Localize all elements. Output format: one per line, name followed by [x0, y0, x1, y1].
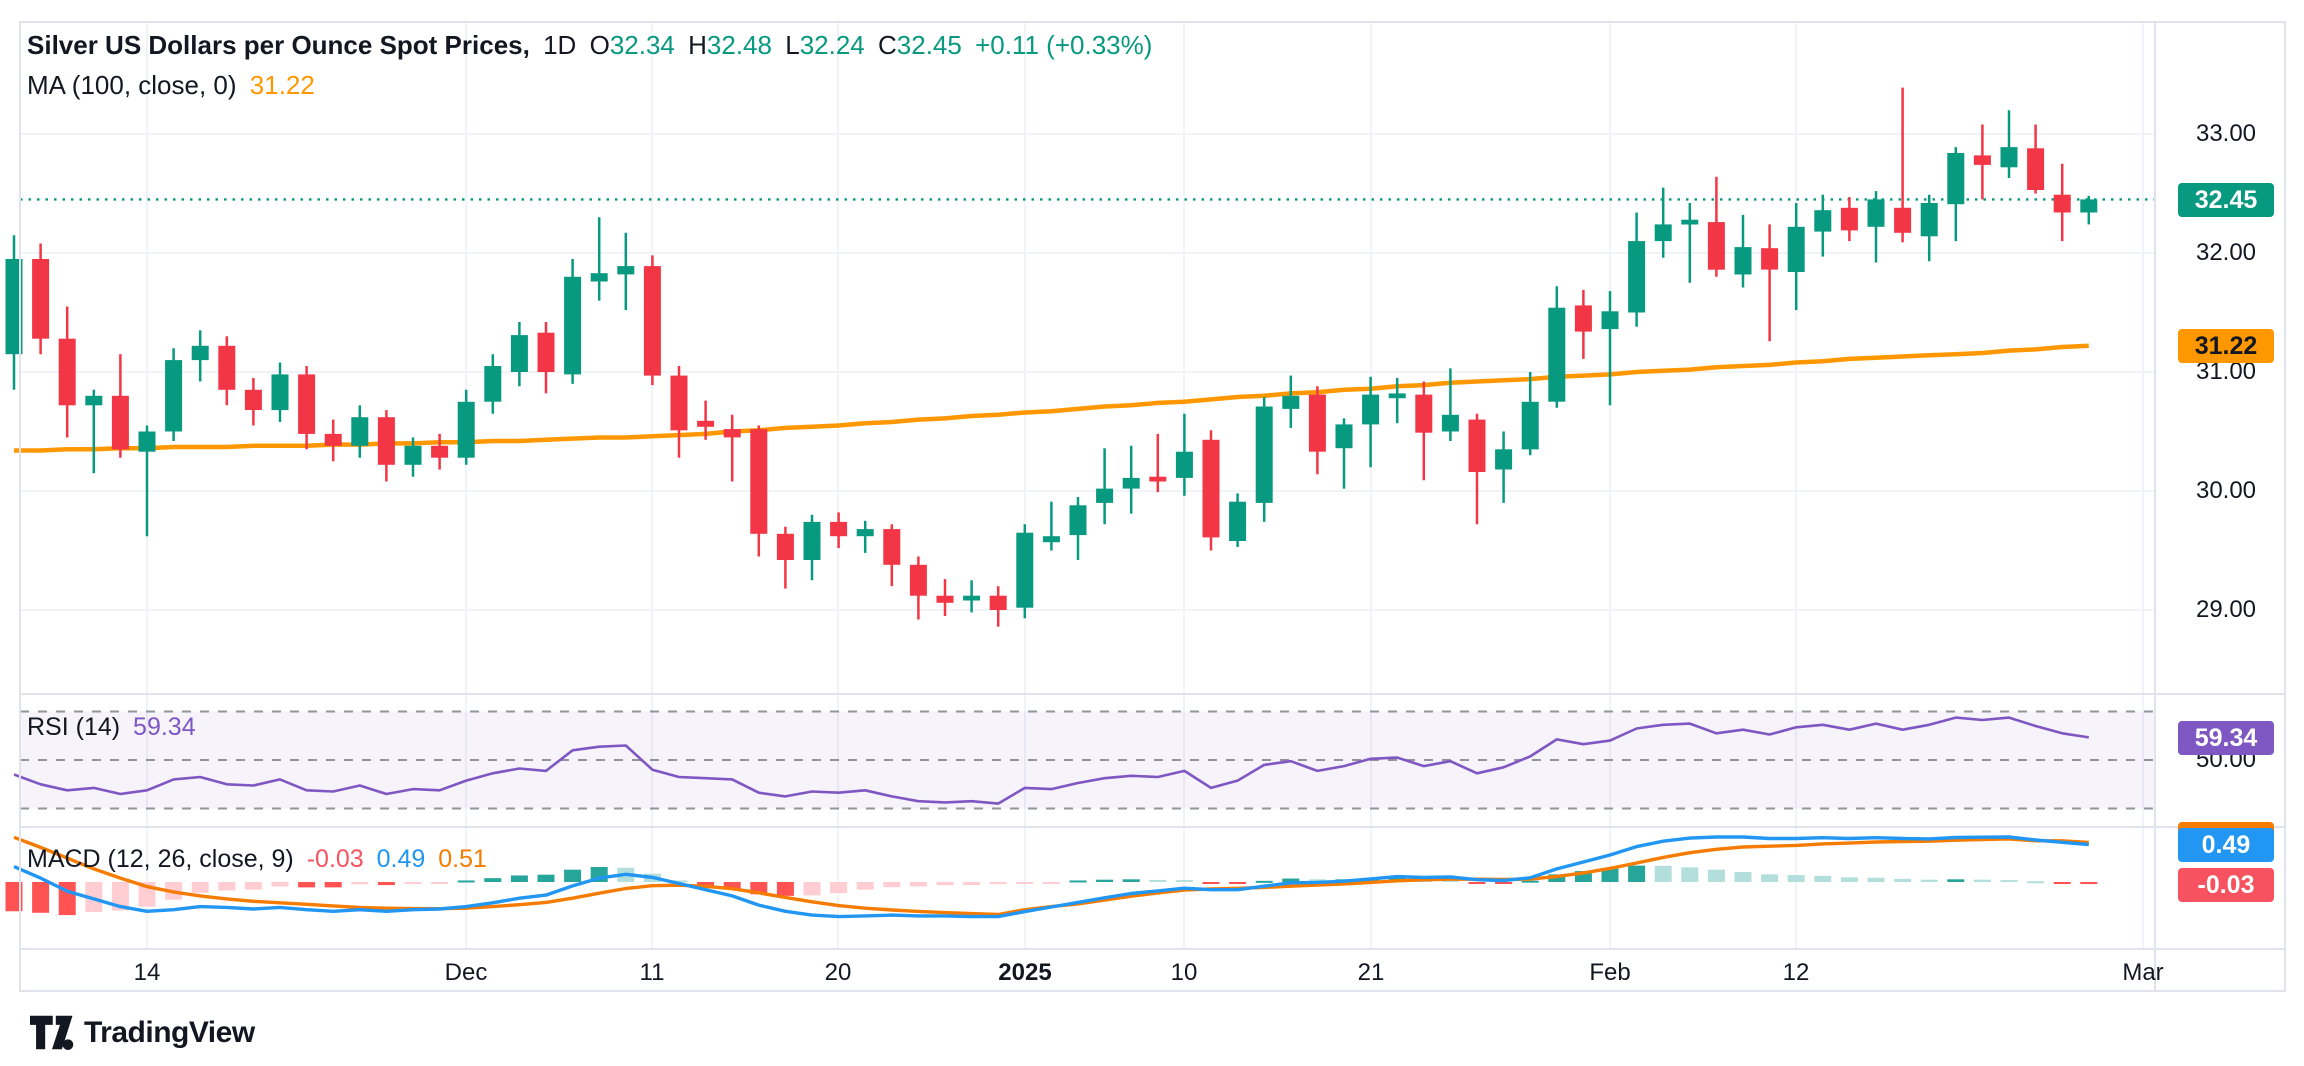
tradingview-logo[interactable]: TradingView	[30, 1014, 255, 1051]
tradingview-logo-icon	[30, 1015, 74, 1050]
low-label: L	[785, 30, 800, 60]
time-axis-label: Mar	[2122, 959, 2164, 986]
open-value: 32.34	[609, 30, 675, 60]
price-axis-label: 29.00	[2195, 596, 2257, 623]
high-label: H	[688, 30, 707, 60]
last-price-badge: 32.45	[2178, 183, 2274, 217]
tradingview-logo-text: TradingView	[84, 1015, 255, 1049]
macd-value-badge: 0.49	[2178, 828, 2274, 862]
time-axis-label: 2025	[998, 959, 1052, 986]
time-axis-label: 11	[639, 959, 665, 986]
high-value: 32.48	[706, 30, 772, 60]
time-axis-label: 14	[133, 959, 161, 986]
rsi-legend: RSI (14) 59.34	[27, 713, 202, 742]
macd-line-value: 0.49	[376, 845, 426, 873]
change-value: +0.11 (+0.33%)	[975, 30, 1153, 60]
macd-signal-value: 0.51	[438, 845, 487, 873]
ma-price-badge: 31.22	[2178, 329, 2274, 363]
close-value: 32.45	[896, 30, 962, 60]
time-axis-label: 12	[1782, 959, 1810, 986]
ma-label: MA (100, close, 0)	[27, 70, 237, 100]
close-label: C	[878, 30, 897, 60]
time-axis-label: 10	[1170, 959, 1198, 986]
rsi-value-badge: 59.34	[2178, 721, 2274, 755]
rsi-label: RSI (14)	[27, 713, 121, 741]
rsi-value: 59.34	[133, 713, 196, 741]
timeframe: 1D	[543, 30, 577, 60]
symbol-title: Silver US Dollars per Ounce Spot Prices,	[27, 30, 530, 60]
macd-hist-badge: -0.03	[2178, 868, 2274, 902]
symbol-legend: Silver US Dollars per Ounce Spot Prices,…	[27, 30, 1158, 61]
macd-label: MACD (12, 26, close, 9)	[27, 845, 294, 873]
price-axis-label: 30.00	[2195, 477, 2257, 504]
open-label: O	[589, 30, 610, 60]
ma-value: 31.22	[249, 70, 315, 100]
price-axis-label: 32.00	[2195, 239, 2257, 266]
time-axis-label: 20	[824, 959, 852, 986]
price-axis-label: 33.00	[2195, 120, 2257, 147]
ma-legend: MA (100, close, 0) 31.22	[27, 70, 321, 101]
time-axis-label: 21	[1357, 959, 1385, 986]
macd-hist-value: -0.03	[306, 845, 364, 873]
time-axis-label: Dec	[444, 959, 488, 986]
low-value: 32.24	[799, 30, 865, 60]
time-axis-label: Feb	[1589, 959, 1631, 986]
macd-legend: MACD (12, 26, close, 9) -0.03 0.49 0.51	[27, 845, 493, 874]
